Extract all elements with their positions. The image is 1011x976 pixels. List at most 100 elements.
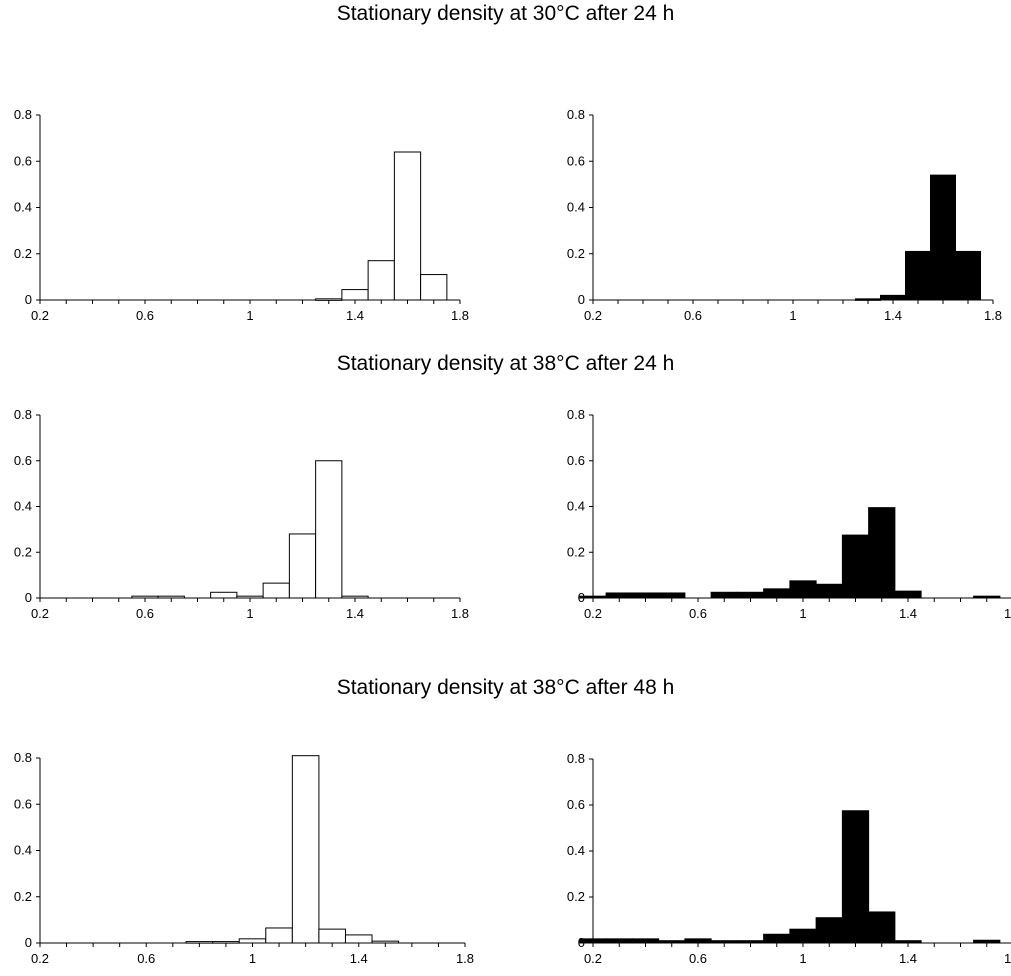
histogram-bar — [265, 927, 293, 944]
histogram-bar — [841, 534, 870, 599]
histogram-bar — [868, 507, 896, 599]
y-tick-label: 0.6 — [14, 796, 32, 811]
histogram-bar — [815, 583, 843, 599]
chart-title-38c-48h: Stationary density at 38°C after 48 h — [336, 676, 675, 699]
x-tick-label: 0.6 — [689, 951, 707, 966]
histogram-bar — [631, 592, 660, 599]
histogram-bar — [710, 591, 738, 599]
histogram-bar — [789, 580, 817, 599]
y-tick-label: 0.8 — [14, 107, 32, 122]
histogram-bar — [605, 938, 633, 944]
x-tick-label: 1.8 — [451, 606, 469, 621]
x-tick-label: 1.4 — [346, 606, 364, 621]
x-tick-label: 1 — [249, 951, 256, 966]
x-tick-label: 0.6 — [136, 308, 154, 323]
histogram-bar — [658, 592, 686, 599]
x-tick-label: 0.6 — [684, 308, 702, 323]
x-tick-label: 0.2 — [584, 951, 602, 966]
y-tick-label: 0.2 — [567, 889, 585, 904]
histogram-bar — [157, 595, 185, 599]
y-tick-label: 0.6 — [567, 453, 585, 468]
y-tick-label: 0.8 — [567, 107, 585, 122]
histogram-bar — [238, 938, 267, 944]
y-tick-label: 0.2 — [567, 246, 585, 261]
y-tick-label: 0.6 — [14, 453, 32, 468]
chart-title-30c-24h: Stationary density at 30°C after 24 h — [336, 2, 675, 25]
y-tick-label: 0.4 — [567, 200, 585, 215]
y-tick-label: 0.2 — [14, 246, 32, 261]
histogram-bar — [763, 933, 791, 944]
histogram-bar — [605, 592, 633, 599]
chart-title-38c-24h: Stationary density at 38°C after 24 h — [336, 352, 675, 375]
y-tick-label: 0 — [25, 292, 32, 307]
histogram-bar — [288, 533, 317, 599]
y-tick-label: 0.8 — [567, 751, 585, 766]
x-tick-label: 1.8 — [456, 951, 474, 966]
histogram-bar — [236, 595, 264, 599]
histogram-bar — [973, 939, 1001, 944]
histogram-bar — [905, 250, 931, 301]
histogram-bar — [880, 294, 906, 301]
histogram-bar — [710, 940, 738, 944]
histogram-bar — [420, 274, 448, 301]
x-tick-label: 1 — [246, 606, 253, 621]
y-tick-label: 0 — [25, 590, 32, 605]
y-tick-label: 0.2 — [14, 889, 32, 904]
histogram-bar — [789, 928, 817, 944]
histogram-38c-48h-right: 00.20.40.60.80.20.611.41.8 — [567, 751, 1011, 966]
histogram-bar — [341, 289, 369, 301]
x-tick-label: 0.6 — [137, 951, 155, 966]
y-tick-label: 0.4 — [14, 499, 32, 514]
y-tick-label: 0.2 — [14, 544, 32, 559]
histogram-bar — [955, 250, 981, 301]
y-tick-label: 0.4 — [567, 499, 585, 514]
histogram-bar — [930, 174, 956, 301]
x-tick-label: 0.2 — [584, 308, 602, 323]
y-tick-label: 0.2 — [567, 544, 585, 559]
histogram-38c-48h-left: 00.20.40.60.80.2 0.6 1 1.4 1.8 — [14, 750, 474, 966]
histogram-38c-24h-right: 00.20.40.60.80.20.611.41.8 — [567, 407, 1011, 621]
histogram-30c-24h-right: 00.20.40.60.80.2 0.6 1 1.4 1.8 — [567, 107, 1002, 323]
y-tick-label: 0.4 — [14, 843, 32, 858]
x-tick-label: 1 — [246, 308, 253, 323]
histogram-bar — [315, 298, 343, 301]
histogram-bar — [855, 298, 881, 301]
histogram-bar — [815, 917, 843, 944]
histogram-bar — [579, 595, 607, 599]
histogram-bar — [631, 938, 660, 944]
y-tick-label: 0 — [578, 292, 585, 307]
x-tick-label: 1.4 — [899, 951, 917, 966]
histogram-bar — [318, 928, 346, 944]
x-tick-label: 1.8 — [1004, 951, 1011, 966]
histogram-bar — [393, 151, 422, 301]
histogram-bar — [344, 934, 373, 944]
histogram-bar — [684, 938, 712, 944]
x-tick-label: 1.4 — [884, 308, 902, 323]
histogram-bar — [763, 588, 791, 599]
histogram-bar — [367, 260, 395, 301]
histogram-bar — [131, 595, 159, 599]
histogram-bar — [658, 940, 686, 944]
y-tick-label: 0.8 — [567, 407, 585, 422]
x-tick-label: 1 — [799, 951, 806, 966]
histogram-bar — [341, 595, 369, 599]
y-tick-label: 0.8 — [14, 750, 32, 765]
histogram-bar — [212, 941, 240, 944]
x-tick-label: 0.6 — [689, 606, 707, 621]
y-tick-label: 0.6 — [14, 153, 32, 168]
histogram-bar — [579, 938, 607, 944]
x-tick-label: 0.2 — [31, 606, 49, 621]
x-tick-label: 1 — [789, 308, 796, 323]
y-tick-label: 0.4 — [14, 200, 32, 215]
histogram-30c-24h-left: 00.20.40.60.80.2 0.6 1 1.4 1.8 — [14, 107, 469, 323]
histogram-bar — [894, 590, 922, 599]
histogram-bar — [185, 941, 214, 944]
histogram-bar — [371, 940, 400, 944]
x-tick-label: 1.4 — [346, 308, 364, 323]
x-tick-label: 1 — [799, 606, 806, 621]
y-tick-label: 0.6 — [567, 797, 585, 812]
x-tick-label: 0.2 — [31, 951, 49, 966]
y-tick-label: 0.6 — [567, 153, 585, 168]
histogram-bar — [868, 911, 896, 944]
histogram-bar — [841, 810, 870, 944]
